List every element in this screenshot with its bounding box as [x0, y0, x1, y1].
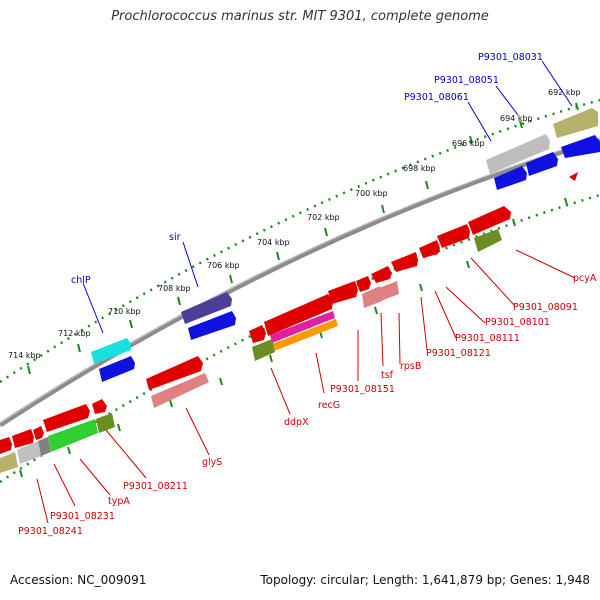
- gene-arrow: [569, 172, 578, 181]
- gene-label: typA: [108, 496, 130, 507]
- gene-label: P9301_08101: [485, 317, 550, 328]
- tick-label: 714 kbp: [8, 351, 41, 360]
- gene-arrow: [48, 419, 98, 452]
- gene-label: sir: [169, 232, 181, 243]
- gene-arrow: [561, 135, 600, 158]
- gene-arrow: [494, 166, 527, 190]
- gene-label: rpsB: [400, 361, 421, 372]
- tick-label: 700 kbp: [355, 189, 388, 198]
- bottom-labels: pcyA P9301_08091 P9301_08101 P9301_08111…: [18, 273, 597, 537]
- gene-arrow: [17, 441, 41, 464]
- gene-label: glyS: [202, 457, 222, 468]
- map-title: Prochlorococcus marinus str. MIT 9301, c…: [111, 9, 489, 24]
- tick-label: 692 kbp: [548, 88, 581, 97]
- gene-arrow: [437, 224, 470, 248]
- gene-arrow: [43, 404, 90, 432]
- gene-arrow: [96, 413, 115, 433]
- gene-arrow: [188, 311, 236, 340]
- gene-arrow: [379, 281, 399, 301]
- tick-label: 706 kbp: [207, 261, 240, 270]
- gene-label: recG: [318, 400, 340, 411]
- gene-arrow: [486, 134, 550, 174]
- reverse-genes: [0, 206, 511, 473]
- gene-label: tsf: [381, 370, 394, 381]
- backbone-line: [0, 137, 600, 428]
- gene-arrow: [252, 339, 275, 361]
- gene-arrow: [419, 240, 440, 258]
- gene-arrow: [391, 252, 418, 272]
- gene-arrow: [526, 152, 558, 176]
- gene-arrow: [553, 108, 598, 138]
- gene-arrow: [264, 294, 333, 336]
- gene-arrow: [12, 429, 34, 448]
- gene-label: pcyA: [573, 273, 597, 284]
- gene-arrow: [0, 437, 12, 454]
- outer-tick-track: [0, 98, 600, 384]
- gene-arrow: [92, 399, 107, 414]
- tick-labels: 692 kbp 694 kbp 696 kbp 698 kbp 700 kbp …: [8, 88, 581, 360]
- gene-arrow: [272, 319, 338, 351]
- gene-label: P9301_08241: [18, 526, 83, 537]
- gene-label: P9301_08091: [513, 302, 578, 313]
- outer-major-ticks: [27, 102, 579, 375]
- gene-label: P9301_08211: [123, 481, 188, 492]
- tick-label: 710 kbp: [108, 307, 141, 316]
- gene-arrow: [371, 266, 392, 283]
- backbone-highlight: [0, 137, 600, 424]
- gene-label: P9301_08121: [426, 348, 491, 359]
- gene-arrow: [474, 229, 502, 252]
- top-labels: P9301_08031 P9301_08051 P9301_08061 sir …: [71, 52, 543, 286]
- tick-label: 702 kbp: [307, 213, 340, 222]
- bottom-leader-lines: [36, 249, 576, 524]
- gene-arrow: [99, 356, 135, 382]
- tick-label: 694 kbp: [500, 114, 533, 123]
- top-leader-lines: [82, 60, 573, 334]
- gene-arrow: [146, 356, 203, 390]
- accession-text: Accession: NC_009091: [10, 573, 147, 587]
- gene-label: P9301_08031: [478, 52, 543, 63]
- tick-label: 704 kbp: [257, 238, 290, 247]
- gene-arrow: [362, 286, 382, 308]
- gene-arrow: [91, 338, 131, 364]
- gene-arrow: [181, 292, 232, 324]
- genome-summary-text: Topology: circular; Length: 1,641,879 bp…: [260, 573, 590, 587]
- gene-arrow: [0, 452, 18, 473]
- tick-label: 712 kbp: [58, 329, 91, 338]
- gene-arrow: [151, 373, 209, 408]
- gene-arrow: [356, 276, 371, 292]
- gene-label: P9301_08051: [434, 75, 499, 86]
- gene-arrow: [328, 281, 358, 304]
- gene-arrow: [38, 437, 51, 456]
- tick-label: 696 kbp: [452, 139, 485, 148]
- gene-label: P9301_08231: [50, 511, 115, 522]
- gene-label: P9301_08151: [330, 384, 395, 395]
- gene-label: P9301_08061: [404, 92, 469, 103]
- gene-label: chlP: [71, 275, 91, 286]
- tick-label: 698 kbp: [403, 164, 436, 173]
- gene-label: ddpX: [284, 417, 309, 428]
- gene-arrow: [249, 325, 266, 343]
- forward-genes: [91, 108, 600, 382]
- gene-label: P9301_08111: [455, 333, 520, 344]
- gene-arrow: [468, 206, 511, 235]
- gene-arrow: [270, 311, 335, 343]
- tick-label: 708 kbp: [158, 284, 191, 293]
- gene-arrow: [33, 426, 44, 440]
